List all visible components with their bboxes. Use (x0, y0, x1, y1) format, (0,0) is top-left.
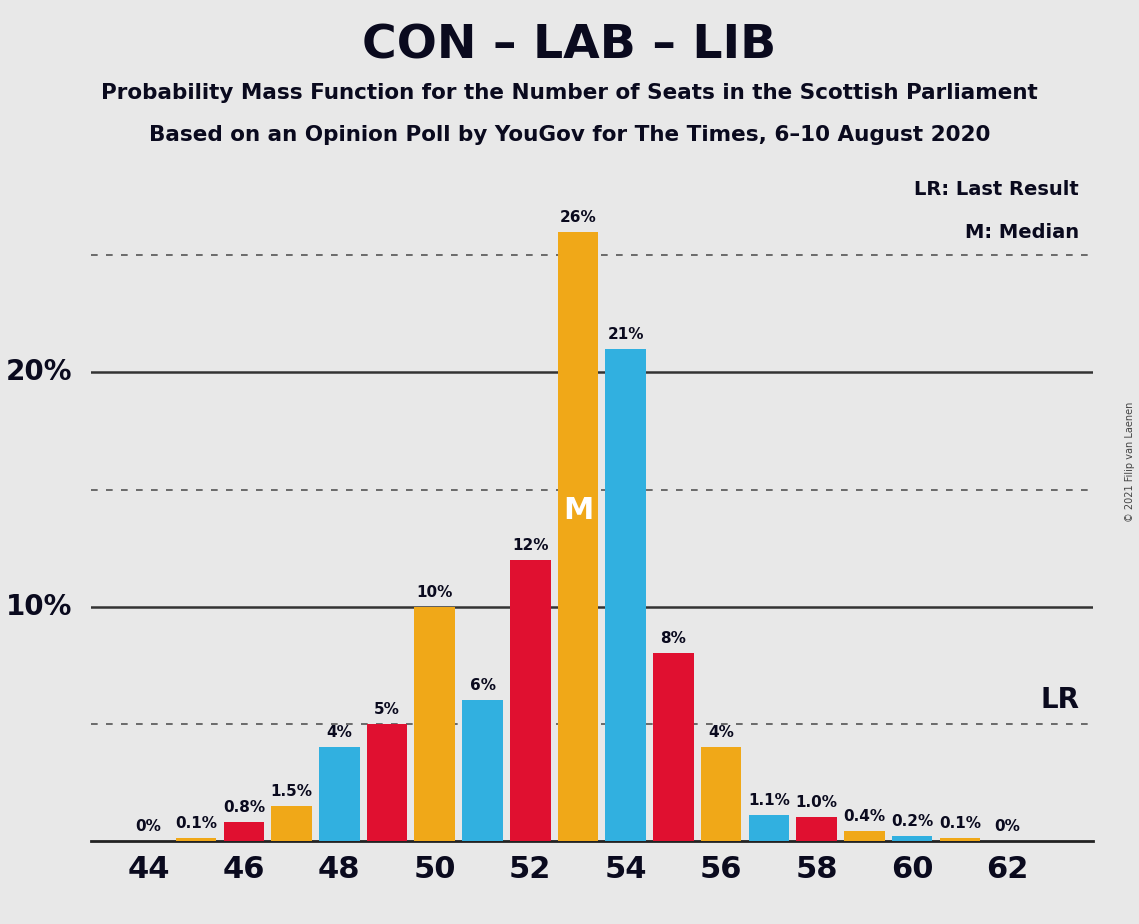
Text: LR: LR (1040, 687, 1079, 714)
Bar (175, 838, 216, 841)
Text: 1.1%: 1.1% (748, 793, 789, 808)
Text: 5%: 5% (374, 701, 400, 717)
Bar (940, 838, 980, 841)
Text: 0.4%: 0.4% (843, 809, 885, 824)
Bar (415, 607, 456, 841)
Bar (844, 832, 885, 841)
Text: 8%: 8% (661, 631, 687, 647)
Text: 26%: 26% (559, 210, 597, 225)
Text: 6%: 6% (469, 678, 495, 693)
Text: © 2021 Filip van Laenen: © 2021 Filip van Laenen (1125, 402, 1134, 522)
Text: Probability Mass Function for the Number of Seats in the Scottish Parliament: Probability Mass Function for the Number… (101, 83, 1038, 103)
Text: 1.0%: 1.0% (796, 796, 837, 810)
Text: M: M (563, 495, 593, 525)
Text: Based on an Opinion Poll by YouGov for The Times, 6–10 August 2020: Based on an Opinion Poll by YouGov for T… (149, 125, 990, 145)
Text: 0.8%: 0.8% (223, 800, 265, 815)
Text: LR: Last Result: LR: Last Result (915, 180, 1079, 200)
Text: CON – LAB – LIB: CON – LAB – LIB (362, 23, 777, 68)
Text: 4%: 4% (708, 725, 735, 740)
Bar (367, 723, 408, 841)
Bar (558, 232, 598, 841)
Text: 0.2%: 0.2% (891, 814, 933, 829)
Text: 12%: 12% (513, 538, 549, 553)
Text: 20%: 20% (6, 359, 72, 386)
Text: 10%: 10% (417, 585, 453, 600)
Text: 10%: 10% (6, 592, 72, 621)
Bar (271, 806, 312, 841)
Bar (510, 560, 550, 841)
Text: 0.1%: 0.1% (939, 817, 981, 832)
Bar (606, 349, 646, 841)
Text: 0%: 0% (136, 819, 162, 833)
Text: 4%: 4% (327, 725, 352, 740)
Bar (700, 748, 741, 841)
Text: 0%: 0% (994, 819, 1021, 833)
Bar (892, 836, 933, 841)
Bar (319, 748, 360, 841)
Bar (796, 818, 837, 841)
Text: 0.1%: 0.1% (175, 817, 218, 832)
Text: M: Median: M: Median (965, 223, 1079, 241)
Bar (223, 822, 264, 841)
Text: 1.5%: 1.5% (271, 784, 312, 798)
Text: 21%: 21% (607, 327, 644, 342)
Bar (653, 653, 694, 841)
Bar (748, 815, 789, 841)
Bar (462, 700, 502, 841)
